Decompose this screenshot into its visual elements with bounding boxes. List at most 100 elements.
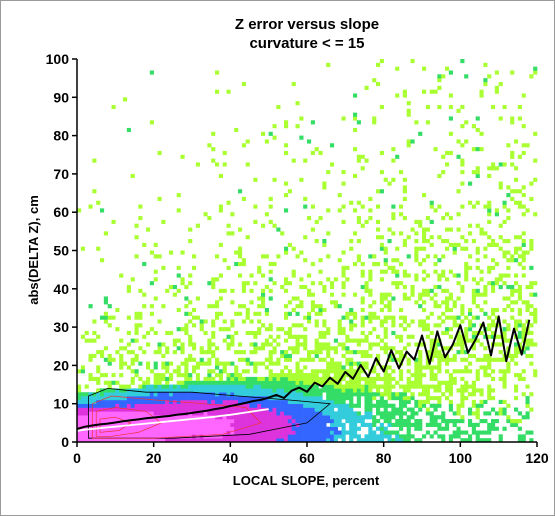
heatmap-cell: [502, 369, 507, 374]
heatmap-cell: [77, 388, 82, 393]
heatmap-cell: [383, 411, 388, 416]
heatmap-cell: [276, 422, 281, 427]
heatmap-cell: [510, 419, 515, 424]
heatmap-cell: [510, 288, 515, 293]
heatmap-cell: [502, 399, 507, 404]
heatmap-cell: [418, 380, 423, 385]
heatmap-cell: [184, 380, 189, 385]
heatmap-cell: [410, 59, 415, 64]
heatmap-cell: [448, 242, 453, 247]
heatmap-cell: [295, 396, 300, 401]
heatmap-cell: [425, 388, 430, 393]
heatmap-cell: [107, 415, 112, 420]
heatmap-cell: [195, 315, 200, 320]
heatmap-cell: [161, 430, 166, 435]
heatmap-cell: [471, 300, 476, 305]
heatmap-cell: [295, 346, 300, 351]
heatmap-cell: [303, 196, 308, 202]
heatmap-cell: [268, 399, 273, 404]
heatmap-cell: [510, 357, 515, 362]
heatmap-cell: [107, 384, 112, 389]
heatmap-cell: [414, 438, 419, 443]
heatmap-cell: [307, 392, 312, 397]
heatmap-cell: [103, 422, 108, 427]
heatmap-cell: [261, 300, 266, 305]
heatmap-cell: [391, 231, 396, 236]
heatmap-cell: [395, 422, 400, 427]
heatmap-cell: [238, 384, 243, 389]
heatmap-cell: [525, 250, 530, 255]
heatmap-cell: [299, 250, 304, 255]
heatmap-cell: [264, 434, 269, 439]
heatmap-cell: [176, 208, 181, 213]
heatmap-cell: [176, 388, 181, 393]
heatmap-cell: [533, 315, 538, 320]
heatmap-cell: [471, 296, 476, 301]
heatmap-cell: [387, 304, 392, 309]
heatmap-cell: [399, 438, 404, 443]
heatmap-cell: [345, 357, 350, 362]
heatmap-cell: [165, 422, 170, 427]
heatmap-cell: [291, 434, 296, 439]
heatmap-cell: [460, 369, 465, 374]
heatmap-cell: [479, 131, 484, 136]
heatmap-cell: [153, 430, 158, 435]
heatmap-cell: [475, 388, 480, 393]
heatmap-cell: [460, 415, 465, 420]
heatmap-cell: [456, 407, 461, 412]
heatmap-cell: [517, 434, 522, 439]
heatmap-cell: [157, 376, 162, 382]
heatmap-cell: [149, 411, 154, 416]
heatmap-cell: [345, 419, 350, 424]
heatmap-cell: [96, 376, 101, 382]
heatmap-cell: [406, 396, 411, 401]
heatmap-cell: [425, 365, 430, 370]
heatmap-cell: [337, 392, 342, 397]
heatmap-cell: [211, 350, 216, 355]
heatmap-cell: [364, 365, 369, 370]
heatmap-cell: [445, 384, 450, 389]
heatmap-cell: [483, 346, 488, 351]
heatmap-cell: [498, 81, 503, 87]
heatmap-cell: [418, 223, 423, 228]
heatmap-cell: [142, 407, 147, 412]
heatmap-cell: [368, 438, 373, 443]
heatmap-cell: [437, 277, 442, 282]
heatmap-cell: [211, 438, 216, 443]
heatmap-cell: [249, 384, 254, 389]
heatmap-cell: [395, 258, 400, 263]
heatmap-cell: [498, 277, 503, 282]
heatmap-cell: [307, 273, 312, 278]
heatmap-cell: [138, 392, 143, 397]
heatmap-cell: [402, 319, 407, 324]
heatmap-cell: [399, 384, 404, 389]
heatmap-cell: [425, 430, 430, 435]
heatmap-cell: [445, 150, 450, 156]
heatmap-cell: [506, 284, 511, 290]
heatmap-cell: [107, 426, 112, 431]
heatmap-cell: [188, 338, 193, 343]
heatmap-cell: [341, 346, 346, 351]
heatmap-cell: [276, 227, 281, 232]
heatmap-cell: [295, 101, 300, 106]
heatmap-cell: [379, 104, 384, 110]
heatmap-cell: [295, 254, 300, 259]
heatmap-cell: [391, 415, 396, 420]
heatmap-cell: [157, 392, 162, 397]
heatmap-cell: [272, 396, 277, 401]
heatmap-cell: [96, 411, 101, 416]
heatmap-cell: [452, 315, 457, 320]
heatmap-cell: [337, 399, 342, 404]
heatmap-cell: [475, 166, 480, 171]
heatmap-cell: [464, 246, 469, 251]
heatmap-cell: [422, 292, 427, 297]
heatmap-cell: [172, 369, 177, 374]
heatmap-cell: [525, 330, 530, 336]
heatmap-cell: [115, 392, 120, 397]
heatmap-cell: [376, 189, 381, 194]
heatmap-cell: [383, 304, 388, 309]
heatmap-cell: [314, 399, 319, 404]
heatmap-cell: [299, 388, 304, 393]
heatmap-cell: [333, 277, 338, 282]
heatmap-cell: [134, 373, 139, 378]
